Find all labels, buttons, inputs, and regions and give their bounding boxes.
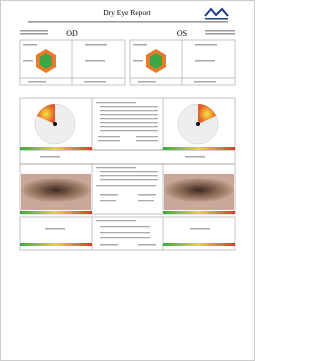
eye-image — [21, 178, 91, 202]
report-page: Dry Eye Report OD OS — [0, 0, 255, 361]
scale-bar — [20, 243, 92, 246]
eye-label-os: OS — [177, 29, 187, 38]
patient-info — [28, 21, 228, 23]
eye-image — [164, 178, 234, 202]
info-line — [205, 30, 235, 32]
scale-bar — [163, 243, 235, 246]
eye-label-od: OD — [66, 29, 78, 38]
info-line — [20, 30, 48, 32]
scale-bar — [20, 211, 92, 214]
info-line — [20, 33, 48, 35]
info-line — [205, 33, 235, 35]
report-title: Dry Eye Report — [103, 8, 151, 17]
scale-bar — [163, 147, 235, 150]
scale-bar — [163, 211, 235, 214]
scale-bar — [20, 147, 92, 150]
